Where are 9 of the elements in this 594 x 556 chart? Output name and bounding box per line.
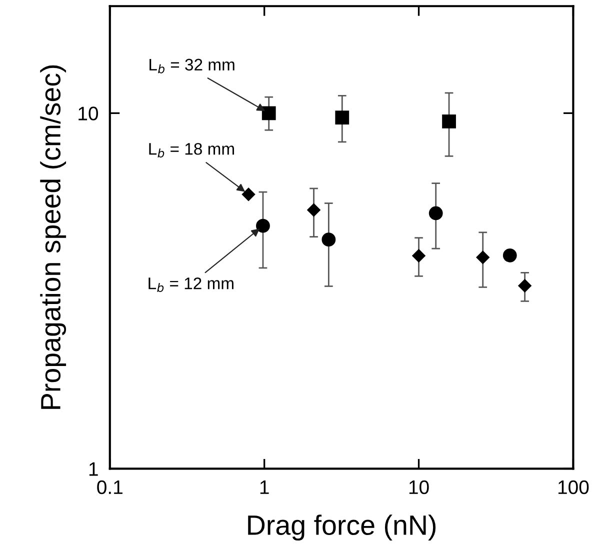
x-axis-title: Drag force (nN) <box>248 514 436 541</box>
annotation: L$_{b}$ = 32 mm <box>150 58 234 74</box>
annotation: L$_{b}$ = 12 mm <box>148 277 234 292</box>
y-axis-title: Propagation speed (cm/sec) <box>40 65 66 409</box>
x-tick-label: 100 <box>558 480 589 494</box>
annotation: L$_{b}$ = 18 mm <box>149 143 234 158</box>
x-tick-label: 0.1 <box>97 480 122 494</box>
x-tick-label: 10 <box>409 480 429 494</box>
x-tick-label: 1 <box>260 480 269 494</box>
